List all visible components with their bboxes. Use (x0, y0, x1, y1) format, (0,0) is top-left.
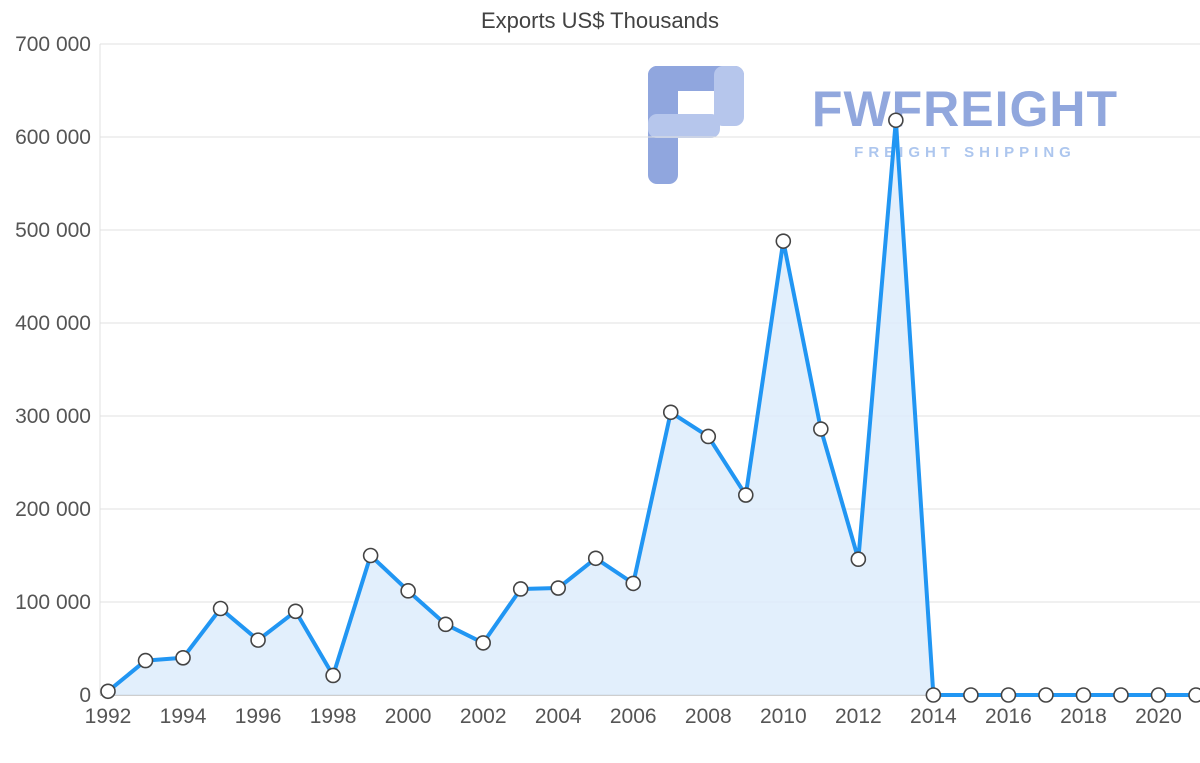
y-tick-label: 0 (79, 684, 91, 707)
data-point-1999[interactable] (362, 547, 379, 564)
y-tick-label: 700 000 (15, 33, 91, 56)
x-tick-label: 2020 (1135, 705, 1182, 728)
y-tick-label: 100 000 (15, 591, 91, 614)
x-tick-label: 2010 (760, 705, 807, 728)
data-point-2012[interactable] (850, 551, 867, 568)
x-tick-label: 1998 (310, 705, 357, 728)
x-tick-label: 2000 (385, 705, 432, 728)
y-tick-label: 400 000 (15, 312, 91, 335)
data-point-1994[interactable] (175, 649, 191, 666)
data-point-2015[interactable] (963, 687, 979, 703)
data-point-2021[interactable] (1188, 687, 1200, 703)
data-point-1997[interactable] (287, 603, 304, 620)
data-point-2011[interactable] (813, 421, 829, 437)
series-area (108, 120, 1196, 695)
watermark-subtitle: FREIGHT SHIPPING (854, 144, 1076, 161)
x-tick-label: 2012 (835, 705, 882, 728)
x-tick-label: 1994 (160, 705, 207, 728)
data-point-2003[interactable] (512, 581, 529, 597)
data-point-2017[interactable] (1038, 687, 1054, 703)
data-point-1996[interactable] (250, 632, 266, 648)
fwfreight-logo-icon (648, 66, 744, 184)
chart-title: Exports US$ Thousands (480, 8, 720, 33)
y-tick-label: 200 000 (15, 498, 91, 521)
x-tick-label: 1992 (85, 705, 132, 728)
data-point-2013[interactable] (888, 112, 904, 129)
data-point-2004[interactable] (550, 580, 567, 596)
data-point-2009[interactable] (737, 487, 754, 503)
x-tick-label: 2016 (985, 705, 1032, 728)
x-tick-label: 2004 (535, 705, 582, 728)
x-tick-label: 2008 (685, 705, 732, 728)
x-tick-label: 2018 (1060, 705, 1107, 728)
data-point-2006[interactable] (625, 575, 642, 592)
y-tick-label: 500 000 (15, 219, 91, 242)
x-tick-label: 2006 (610, 705, 657, 728)
data-point-2019[interactable] (1113, 687, 1129, 703)
data-point-1992[interactable] (100, 683, 116, 700)
fwfreight-watermark: FWFREIGHT FREIGHT SHIPPING (648, 66, 1160, 186)
y-tick-label: 600 000 (15, 126, 91, 149)
data-point-1998[interactable] (325, 667, 341, 684)
y-tick-label: 300 000 (15, 405, 91, 428)
data-point-1995[interactable] (212, 600, 229, 617)
data-point-1993[interactable] (137, 652, 154, 669)
x-tick-label: 1996 (235, 705, 282, 728)
data-point-2005[interactable] (587, 550, 604, 567)
data-point-2020[interactable] (1150, 687, 1167, 703)
data-point-2008[interactable] (700, 428, 717, 445)
watermark-text: FWFREIGHT FREIGHT SHIPPING (770, 66, 1160, 161)
data-point-2014[interactable] (925, 687, 942, 703)
data-point-2007[interactable] (662, 404, 679, 421)
x-tick-label: 2002 (460, 705, 507, 728)
data-point-2001[interactable] (437, 616, 454, 633)
x-tick-label: 2014 (910, 705, 957, 728)
data-point-2010[interactable] (775, 233, 792, 249)
data-point-2000[interactable] (400, 583, 416, 599)
data-point-2018[interactable] (1075, 687, 1092, 703)
data-point-2016[interactable] (1000, 687, 1017, 703)
watermark-title: FWFREIGHT (811, 81, 1119, 137)
data-point-2002[interactable] (475, 635, 491, 651)
